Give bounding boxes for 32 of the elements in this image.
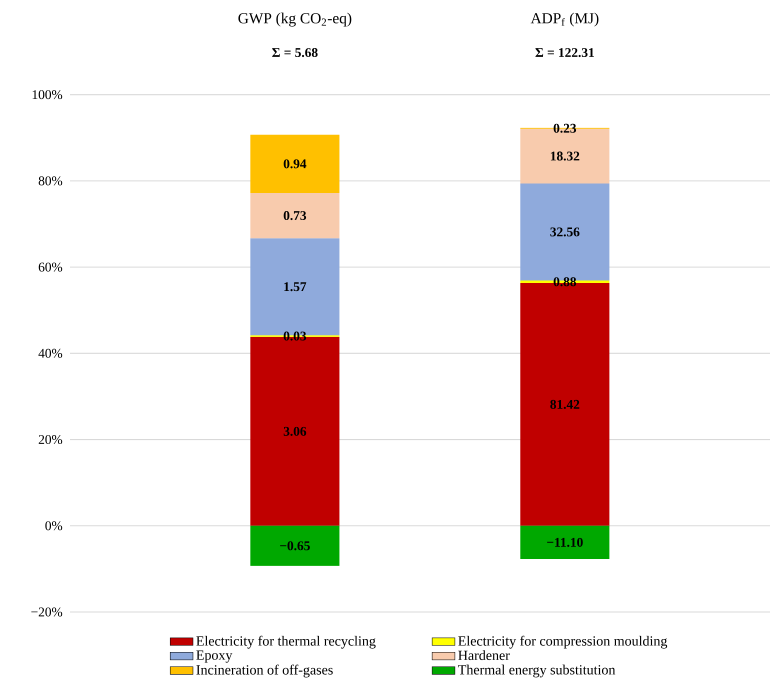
x-tick-label: GWP (kg CO$_{2}$-eq) [238, 12, 352, 27]
annotation: 0.03 [284, 332, 306, 341]
legend-label: Hardener [458, 650, 510, 660]
legend-label: Electricity for thermal recycling [196, 636, 376, 649]
annotation: −0.65 [280, 541, 310, 550]
bar [250, 526, 340, 566]
y-tick-label: 0% [45, 521, 62, 530]
y-tick-label: 60% [38, 262, 62, 272]
y-tick-label: 40% [38, 348, 62, 358]
legend-label: Epoxy [196, 650, 232, 663]
annotation: −11.10 [547, 538, 583, 547]
legend-label: Incineration of off-gases [196, 664, 333, 678]
bar [250, 192, 340, 238]
y-tick-label: 20% [38, 435, 62, 444]
annotation: 0.73 [284, 211, 306, 220]
annotation: 0.88 [554, 277, 576, 286]
bar [250, 134, 340, 193]
annotation: 1.57 [284, 282, 306, 292]
y-tick-label: 80% [38, 176, 62, 186]
x-tick-label: ADP$_{f}$ (MJ) [530, 12, 598, 27]
y-tick-label: 100% [32, 90, 62, 100]
annotation: 32.56 [550, 227, 580, 236]
y-tick-label: −20% [31, 607, 62, 616]
text: Σ = 5.68 [272, 48, 318, 58]
legend-label: Thermal energy substitution [458, 664, 616, 678]
text: Σ = 122.31 [535, 48, 594, 58]
annotation: 0.94 [284, 159, 306, 168]
annotation: 3.06 [284, 426, 306, 436]
annotation: 81.42 [550, 400, 580, 409]
bar [520, 526, 610, 559]
annotation: 18.32 [550, 152, 580, 161]
legend-label: Electricity for compression moulding [458, 636, 668, 649]
